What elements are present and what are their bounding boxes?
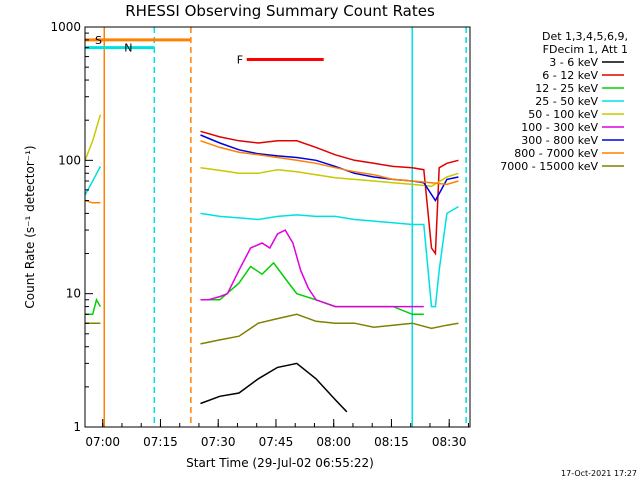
x-tick-label: 08:30 (432, 435, 467, 449)
x-tick-label: 07:00 (85, 435, 120, 449)
x-tick-label: 07:15 (143, 435, 178, 449)
y-axis: 1 10 100 1000 (50, 20, 93, 434)
series-line-0 (200, 362, 348, 413)
x-axis: 07:00 07:15 07:30 07:45 08:00 08:15 08:30 (85, 419, 469, 449)
vertical-markers (103, 27, 467, 427)
timestamp: 17-Oct-2021 17:27 (561, 469, 637, 478)
legend-entry: 6 - 12 keV (542, 69, 598, 82)
chart-title: RHESSI Observing Summary Count Rates (125, 2, 435, 20)
legend-header: FDecim 1, Att 1 (543, 43, 628, 56)
legend-entry: 7000 - 15000 keV (500, 160, 598, 173)
flag-label-S: S (95, 34, 102, 47)
series-line-5 (200, 229, 424, 308)
legend-entry: 800 - 7000 keV (514, 147, 598, 160)
x-tick-label: 07:30 (201, 435, 236, 449)
series-lines (84, 114, 459, 413)
legend-entry: 50 - 100 keV (528, 108, 598, 121)
y-axis-label: Count Rate (s⁻¹ detector⁻¹) (23, 145, 37, 308)
series-line-7 (84, 140, 459, 204)
x-tick-label: 08:00 (316, 435, 351, 449)
legend-entry: 12 - 25 keV (535, 82, 598, 95)
flag-markers: S N F (85, 34, 324, 67)
legend: Det 1,3,4,5,6,9,FDecim 1, Att 13 - 6 keV… (500, 30, 628, 173)
flag-label-F: F (237, 54, 243, 67)
x-tick-label: 08:15 (374, 435, 409, 449)
series-line-1 (200, 130, 459, 256)
y-tick-label: 1000 (50, 20, 81, 34)
y-tick-label: 10 (66, 287, 81, 301)
legend-entry: 300 - 800 keV (521, 134, 598, 147)
x-axis-label: Start Time (29-Jul-02 06:55:22) (186, 456, 374, 470)
legend-entry: 3 - 6 keV (549, 56, 598, 69)
y-tick-label: 1 (73, 420, 81, 434)
y-tick-label: 100 (58, 153, 81, 167)
legend-entry: 100 - 300 keV (521, 121, 598, 134)
legend-header: Det 1,3,4,5,6,9, (542, 30, 628, 43)
flag-label-N: N (124, 42, 132, 55)
legend-entry: 25 - 50 keV (535, 95, 598, 108)
plot-frame (84, 26, 471, 428)
x-tick-label: 07:45 (259, 435, 294, 449)
